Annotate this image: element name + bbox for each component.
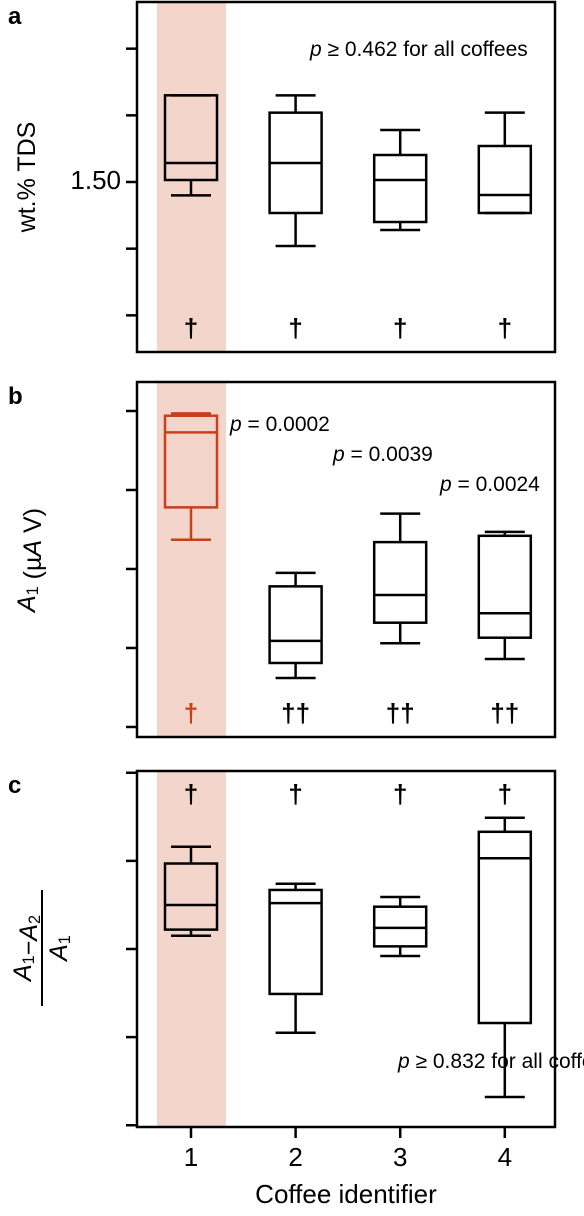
- highlight-band: [157, 382, 226, 737]
- plot-frame: [135, 769, 557, 1129]
- box: [477, 534, 533, 639]
- significance-marker: †: [184, 313, 198, 343]
- significance-marker: †: [498, 313, 512, 343]
- annotation: p = 0.0039: [332, 443, 433, 466]
- plot-frame: [135, 0, 557, 354]
- highlight-band: [157, 2, 226, 352]
- x-tick-label: 2: [288, 1142, 302, 1172]
- box: [372, 153, 428, 224]
- significance-marker: ††: [490, 698, 519, 728]
- box: [268, 888, 323, 996]
- y-axis-label: A1 (µA V): [13, 508, 47, 614]
- significance-marker: †: [288, 779, 302, 809]
- significance-marker: †: [288, 313, 302, 343]
- box: [477, 144, 533, 215]
- box: [477, 830, 533, 1025]
- plot-frame: [135, 380, 557, 739]
- panel-label: a: [8, 3, 22, 30]
- significance-marker: †: [184, 779, 198, 809]
- box: [372, 540, 428, 624]
- annotation: p ≥ 0.832 for all coffees: [397, 1050, 584, 1073]
- box: [268, 585, 323, 665]
- significance-marker: ††: [281, 698, 310, 728]
- annotation: p = 0.0024: [439, 473, 540, 496]
- box: [163, 414, 219, 509]
- annotation: p = 0.0002: [229, 413, 330, 436]
- x-axis-label: Coffee identifier: [255, 1179, 437, 1209]
- box: [372, 905, 428, 948]
- x-tick-label: 1: [184, 1142, 198, 1172]
- significance-marker: ††: [386, 698, 415, 728]
- box: [163, 94, 219, 182]
- y-tick-label: 1.50: [70, 165, 121, 195]
- y-axis-label: wt.% TDS: [13, 122, 41, 234]
- panel-label: b: [8, 383, 23, 410]
- box: [163, 862, 219, 931]
- significance-marker: †: [393, 313, 407, 343]
- x-tick-label: 4: [498, 1142, 512, 1172]
- significance-marker: †: [393, 779, 407, 809]
- highlight-band: [157, 771, 226, 1127]
- significance-marker: †: [184, 698, 198, 728]
- x-tick-label: 3: [393, 1142, 407, 1172]
- significance-marker: †: [498, 779, 512, 809]
- y-label-numerator: A1−A2: [9, 915, 45, 983]
- annotation: p ≥ 0.462 for all coffees: [309, 38, 528, 61]
- panel-label: c: [8, 772, 21, 799]
- y-label-denominator: A1: [45, 935, 75, 963]
